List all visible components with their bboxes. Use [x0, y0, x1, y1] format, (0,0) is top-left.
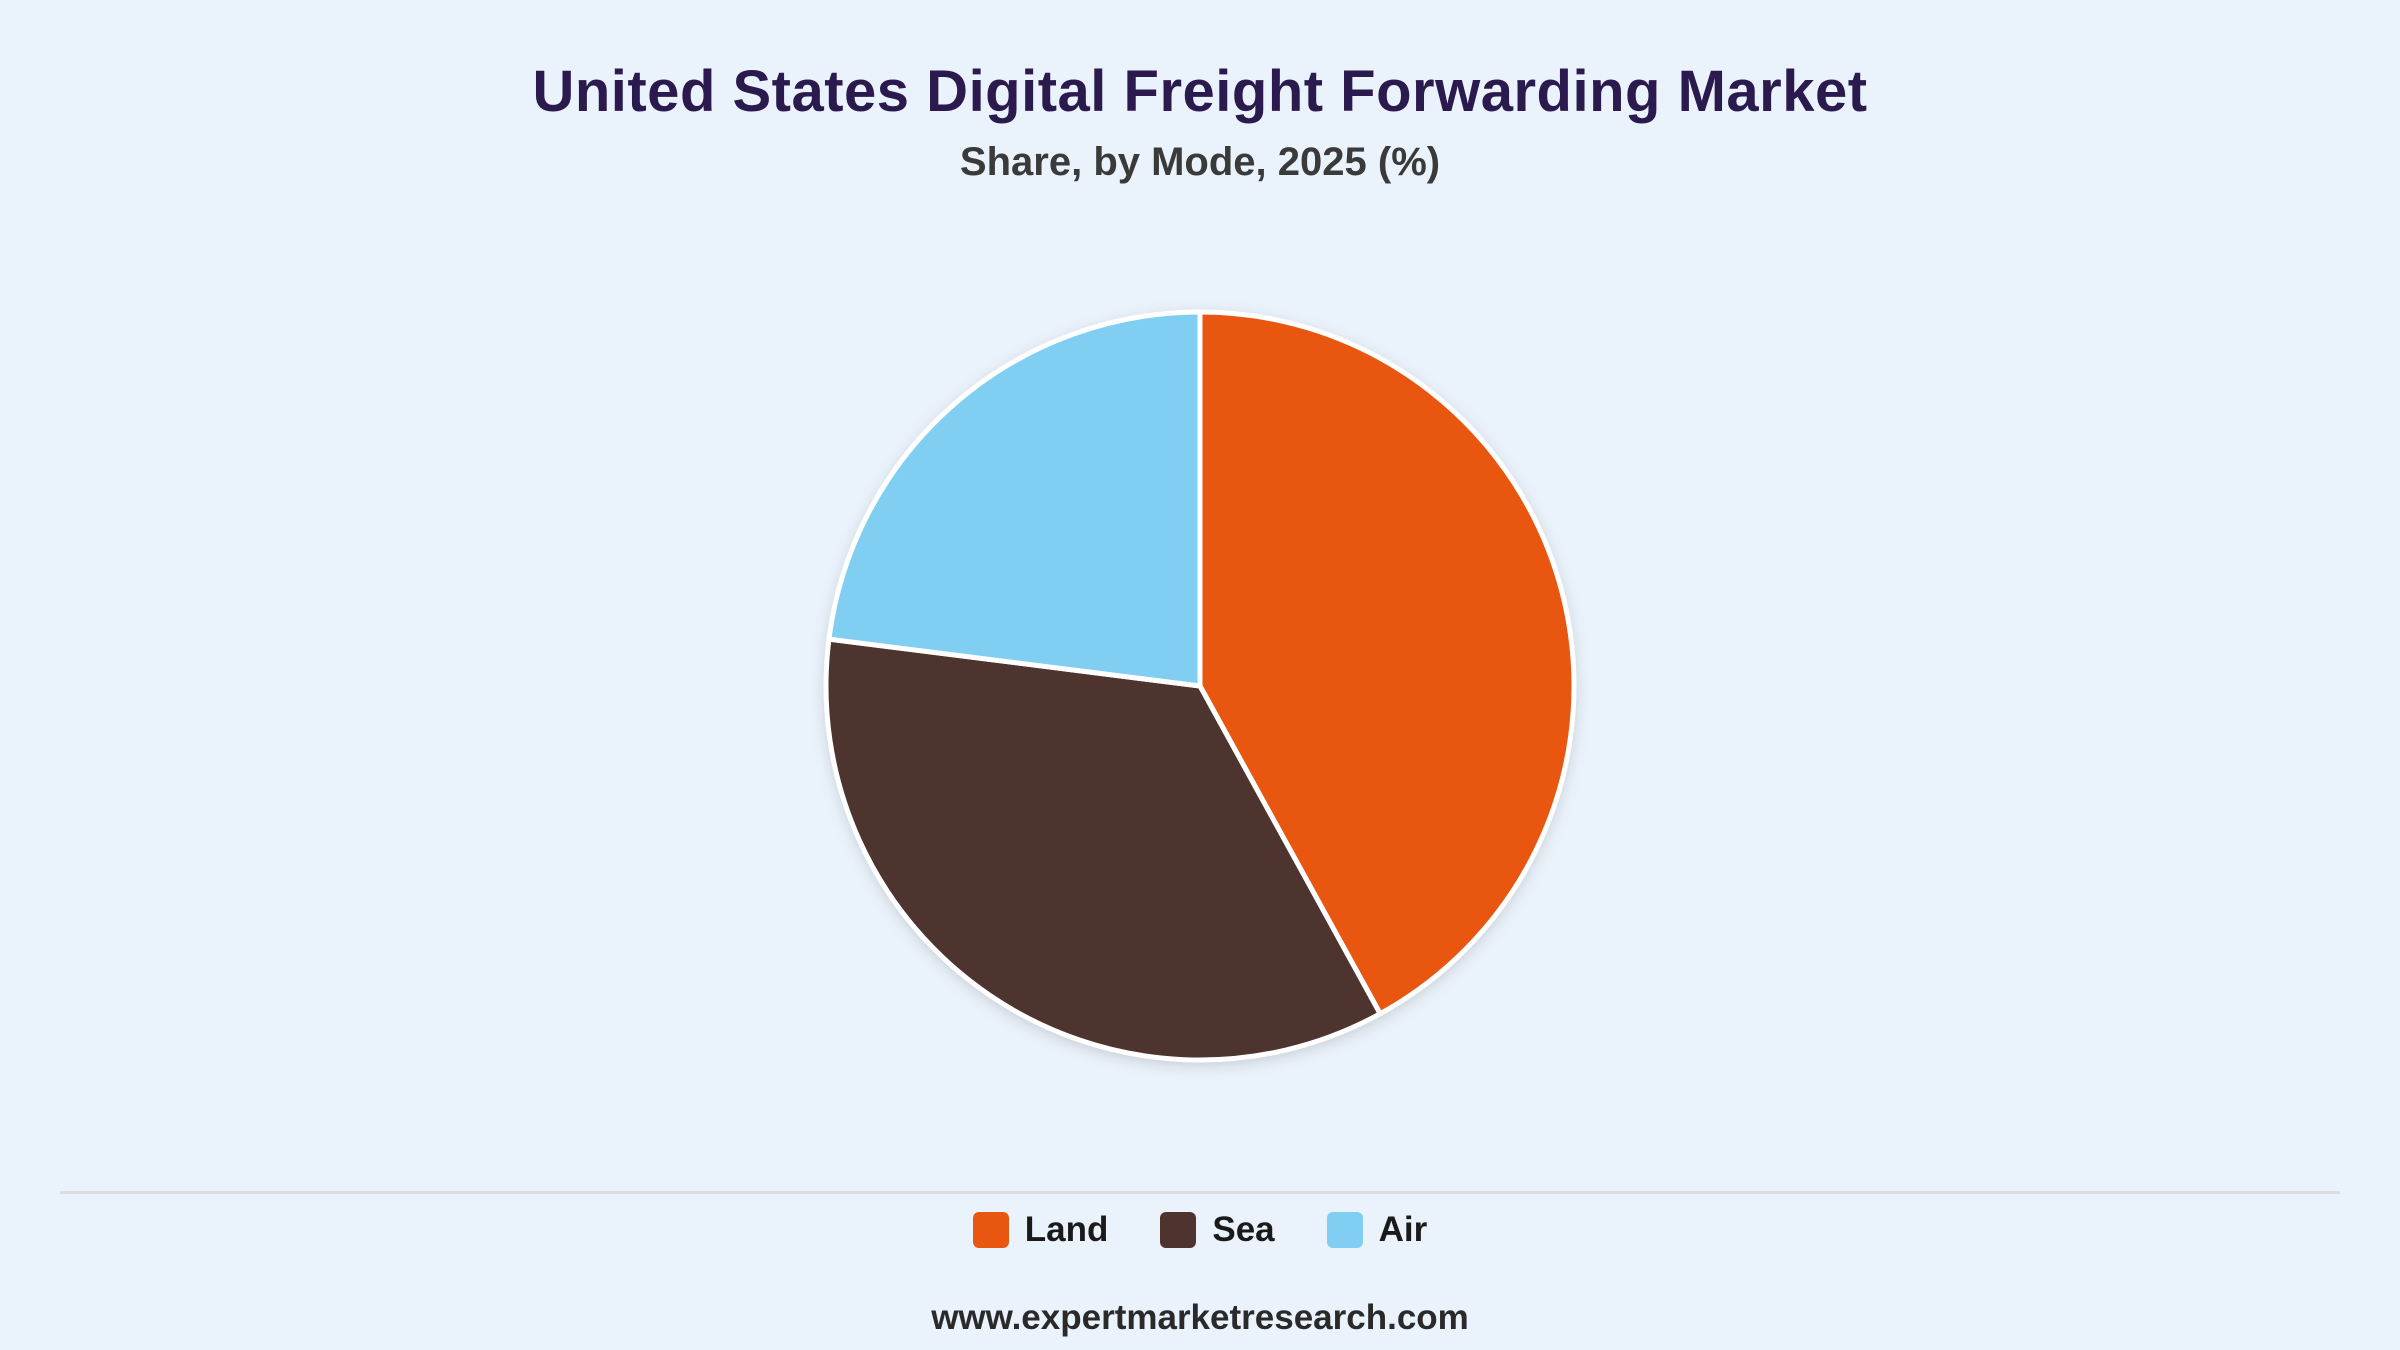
- legend-item-air[interactable]: Air: [1326, 1210, 1428, 1250]
- pie-slices: [823, 309, 1577, 1063]
- legend-swatch-land: [972, 1212, 1009, 1248]
- legend-swatch-sea: [1160, 1212, 1197, 1248]
- legend-swatch-air: [1326, 1212, 1363, 1248]
- legend-label-sea: Sea: [1212, 1210, 1275, 1249]
- chart-title: United States Digital Freight Forwarding…: [532, 59, 1868, 124]
- pie-slice-sea[interactable]: [823, 636, 1383, 1063]
- legend-item-sea[interactable]: Sea: [1160, 1210, 1275, 1250]
- legend-divider: [60, 1191, 2340, 1194]
- pie-slice-air[interactable]: [826, 309, 1203, 689]
- pie-slice-land[interactable]: [1197, 309, 1577, 1017]
- legend: Land Sea Air: [0, 1208, 2400, 1252]
- source-url: www.expertmarketresearch.com: [931, 1298, 1469, 1337]
- legend-label-air: Air: [1378, 1210, 1428, 1249]
- pie-chart: [823, 309, 1577, 1063]
- legend-label-land: Land: [1024, 1210, 1109, 1249]
- legend-item-land[interactable]: Land: [972, 1210, 1109, 1250]
- chart-subtitle: Share, by Mode, 2025 (%): [959, 140, 1441, 184]
